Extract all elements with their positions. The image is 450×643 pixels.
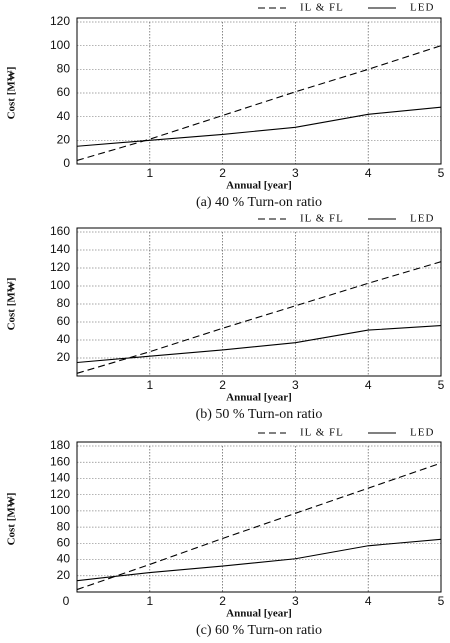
y-tick-label: 120 — [50, 14, 70, 28]
series-line — [76, 325, 442, 364]
y-tick-label: 100 — [50, 278, 70, 292]
y-tick-label: 40 — [57, 552, 71, 566]
y-tick-label: 80 — [57, 296, 71, 310]
y-tick-label: 140 — [50, 471, 70, 485]
x-tick-label: 1 — [146, 378, 153, 392]
y-tick-label: 60 — [57, 85, 71, 99]
series-line — [76, 45, 442, 161]
x-tick-label: 0 — [63, 594, 70, 608]
y-tick-label: 120 — [50, 487, 70, 501]
y-tick-label: 0 — [63, 156, 70, 170]
legend-label: LED — [410, 2, 434, 14]
y-tick-label: 60 — [57, 536, 71, 550]
y-axis-label: Cost [M₩] — [6, 67, 18, 120]
legend-label: IL & FL — [300, 2, 344, 14]
x-tick-label: 4 — [365, 378, 372, 392]
x-tick-label: 2 — [219, 594, 226, 608]
y-tick-label: 20 — [57, 133, 71, 147]
x-tick-label: 3 — [292, 594, 299, 608]
y-axis-label: Cost [M₩] — [6, 278, 18, 331]
plot-frame — [76, 441, 442, 593]
legend-label: LED — [410, 427, 434, 439]
series-line — [76, 538, 442, 582]
x-tick-label: 3 — [292, 378, 299, 392]
x-tick-label: 1 — [146, 594, 153, 608]
y-tick-label: 40 — [57, 109, 71, 123]
x-tick-label: 5 — [438, 166, 445, 180]
y-axis-label: Cost [M₩] — [6, 493, 18, 546]
series-line — [76, 261, 442, 374]
legend-label: IL & FL — [300, 427, 344, 439]
y-tick-label: 160 — [50, 224, 70, 238]
caption: (c) 60 % Turn-on ratio — [196, 623, 322, 638]
y-tick-label: 40 — [57, 332, 71, 346]
y-tick-label: 20 — [57, 350, 71, 364]
x-axis-label: Annual [year] — [226, 608, 292, 620]
caption: (a) 40 % Turn-on ratio — [196, 195, 322, 210]
y-tick-label: 80 — [57, 62, 71, 76]
y-tick-label: 100 — [50, 503, 70, 517]
series-line — [76, 106, 442, 147]
y-tick-label: 120 — [50, 260, 70, 274]
legend-label: LED — [410, 213, 434, 225]
y-tick-label: 160 — [50, 454, 70, 468]
x-tick-label: 1 — [146, 166, 153, 180]
y-tick-label: 100 — [50, 38, 70, 52]
x-axis-label: Annual [year] — [226, 392, 292, 404]
caption: (b) 50 % Turn-on ratio — [196, 407, 323, 422]
x-tick-label: 4 — [365, 166, 372, 180]
y-tick-label: 180 — [50, 438, 70, 452]
x-axis-label: Annual [year] — [226, 180, 292, 192]
y-tick-label: 140 — [50, 242, 70, 256]
x-tick-label: 4 — [365, 594, 372, 608]
legend-label: IL & FL — [300, 213, 344, 225]
x-tick-label: 2 — [219, 378, 226, 392]
plot-frame — [76, 227, 442, 377]
x-tick-label: 5 — [438, 594, 445, 608]
x-tick-label: 2 — [219, 166, 226, 180]
series-line — [76, 462, 442, 591]
x-tick-label: 5 — [438, 378, 445, 392]
y-tick-label: 60 — [57, 314, 71, 328]
x-tick-label: 3 — [292, 166, 299, 180]
y-tick-label: 20 — [57, 568, 71, 582]
y-tick-label: 80 — [57, 519, 71, 533]
plot-frame — [76, 17, 442, 165]
